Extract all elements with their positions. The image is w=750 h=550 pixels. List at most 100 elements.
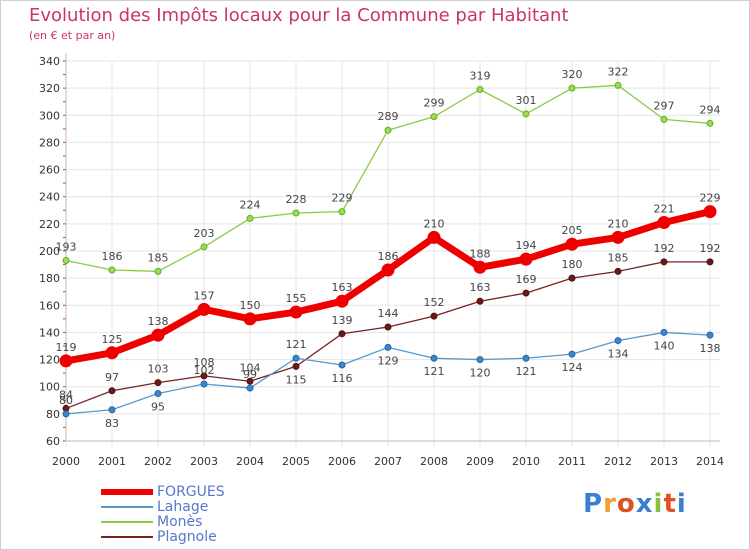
y-tick-label: 140 <box>39 326 60 339</box>
data-point-lahage <box>430 354 438 362</box>
data-point-lahage <box>660 328 668 336</box>
data-label-plagnole: 144 <box>378 307 399 320</box>
data-label-forgues: 157 <box>194 289 215 302</box>
data-label-forgues: 186 <box>378 250 399 263</box>
data-point-lahage <box>338 361 346 369</box>
x-tick-label: 2007 <box>374 455 402 468</box>
data-label-lahage: 83 <box>105 417 119 430</box>
data-point-lahage <box>108 406 116 414</box>
logo-letter: r <box>603 489 617 519</box>
data-label-lahage: 134 <box>608 348 629 361</box>
data-point-plagnole <box>568 274 576 282</box>
data-label-forgues: 205 <box>562 224 583 237</box>
data-label-mones: 319 <box>470 70 491 83</box>
x-tick-label: 2009 <box>466 455 494 468</box>
logo-letter: x <box>635 489 654 519</box>
y-tick-label: 300 <box>39 109 60 122</box>
data-point-forgues <box>289 305 303 319</box>
y-tick-label: 200 <box>39 245 60 258</box>
x-tick-label: 2001 <box>98 455 126 468</box>
data-point-mones <box>660 115 668 123</box>
data-point-lahage <box>568 350 576 358</box>
y-tick-label: 60 <box>46 435 60 448</box>
data-point-lahage <box>614 337 622 345</box>
data-point-mones <box>246 214 254 222</box>
data-label-mones: 289 <box>378 110 399 123</box>
data-point-forgues <box>657 216 671 229</box>
logo-letter: i <box>676 489 687 519</box>
data-label-mones: 299 <box>424 97 445 110</box>
data-label-plagnole: 84 <box>59 388 73 401</box>
data-point-plagnole <box>614 267 622 275</box>
data-label-forgues: 163 <box>332 281 353 294</box>
legend-swatch-plagnole <box>101 536 153 538</box>
data-label-forgues: 210 <box>608 217 629 230</box>
data-label-mones: 294 <box>700 103 721 116</box>
y-tick-label: 320 <box>39 82 60 95</box>
data-label-lahage: 80 <box>59 394 73 407</box>
logo-letter: i <box>653 489 664 519</box>
data-point-forgues <box>197 302 211 316</box>
y-tick-label: 100 <box>39 381 60 394</box>
x-tick-label: 2012 <box>604 455 632 468</box>
data-point-lahage <box>522 354 530 362</box>
data-label-plagnole: 169 <box>516 273 537 286</box>
data-point-mones <box>200 243 208 251</box>
data-point-lahage <box>476 356 484 364</box>
y-tick-label: 80 <box>46 408 60 421</box>
data-point-mones <box>430 113 438 121</box>
data-label-plagnole: 163 <box>470 281 491 294</box>
x-tick-label: 2010 <box>512 455 540 468</box>
data-label-mones: 203 <box>194 227 215 240</box>
proxiti-logo: Proxiti <box>583 489 687 519</box>
data-label-lahage: 120 <box>470 367 491 380</box>
data-label-plagnole: 192 <box>654 242 675 255</box>
chart-subtitle: (en € et par an) <box>29 29 116 42</box>
data-point-forgues <box>519 252 533 266</box>
data-label-plagnole: 97 <box>105 371 119 384</box>
data-label-lahage: 121 <box>516 365 537 378</box>
data-point-forgues <box>381 263 395 277</box>
data-point-plagnole <box>660 258 668 266</box>
data-label-mones: 322 <box>608 65 629 78</box>
data-label-forgues: 194 <box>516 239 537 252</box>
data-label-mones: 186 <box>102 250 123 263</box>
data-point-mones <box>62 257 70 264</box>
data-label-plagnole: 192 <box>700 242 721 255</box>
y-tick-label: 340 <box>39 55 60 68</box>
data-label-plagnole: 185 <box>608 251 629 264</box>
y-tick-label: 280 <box>39 136 60 149</box>
data-point-mones <box>476 86 484 93</box>
data-point-forgues <box>611 230 625 244</box>
data-point-lahage <box>154 390 162 397</box>
data-label-mones: 228 <box>286 193 307 206</box>
data-point-forgues <box>565 237 579 251</box>
data-point-mones <box>292 209 300 217</box>
data-point-forgues <box>335 294 349 308</box>
data-point-plagnole <box>246 377 254 385</box>
data-point-lahage <box>384 343 392 351</box>
data-point-plagnole <box>154 379 162 387</box>
x-tick-label: 2002 <box>144 455 172 468</box>
data-point-forgues <box>703 205 717 219</box>
x-tick-label: 2005 <box>282 455 310 468</box>
data-point-lahage <box>246 384 254 392</box>
data-label-plagnole: 152 <box>424 296 445 309</box>
data-label-plagnole: 139 <box>332 314 353 327</box>
data-label-lahage: 121 <box>286 338 307 351</box>
data-label-forgues: 155 <box>286 292 307 305</box>
data-label-lahage: 124 <box>562 361 583 374</box>
data-label-lahage: 140 <box>654 339 675 352</box>
y-tick-label: 220 <box>39 218 60 231</box>
data-point-forgues <box>105 346 119 360</box>
data-point-mones <box>154 267 162 275</box>
data-label-plagnole: 180 <box>562 258 583 271</box>
data-label-forgues: 150 <box>240 299 261 312</box>
data-label-lahage: 129 <box>378 354 399 367</box>
data-label-mones: 320 <box>562 68 583 81</box>
y-tick-label: 120 <box>39 354 60 367</box>
data-point-forgues <box>151 328 165 342</box>
data-label-lahage: 121 <box>424 365 445 378</box>
